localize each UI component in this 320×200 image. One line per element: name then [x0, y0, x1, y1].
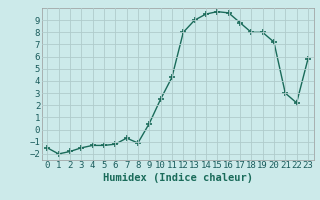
X-axis label: Humidex (Indice chaleur): Humidex (Indice chaleur) — [103, 173, 252, 183]
